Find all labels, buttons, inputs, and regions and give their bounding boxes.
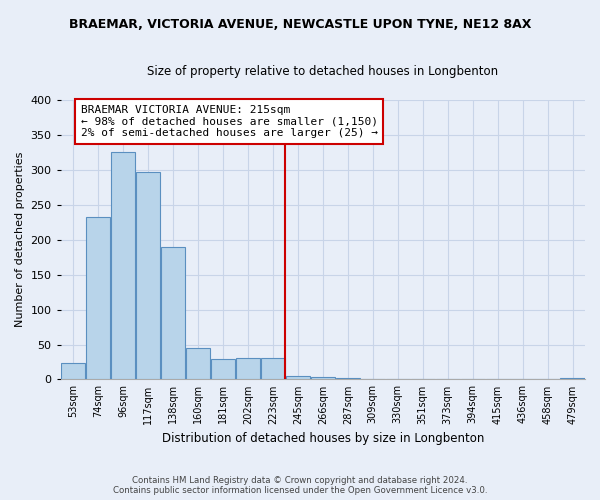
- Bar: [560, 378, 584, 380]
- Bar: [211, 359, 235, 380]
- Bar: [461, 378, 485, 380]
- X-axis label: Distribution of detached houses by size in Longbenton: Distribution of detached houses by size …: [161, 432, 484, 445]
- Text: BRAEMAR VICTORIA AVENUE: 215sqm
← 98% of detached houses are smaller (1,150)
2% : BRAEMAR VICTORIA AVENUE: 215sqm ← 98% of…: [80, 105, 377, 138]
- Bar: [61, 364, 85, 380]
- Bar: [111, 152, 135, 380]
- Bar: [361, 378, 385, 380]
- Bar: [186, 348, 210, 380]
- Title: Size of property relative to detached houses in Longbenton: Size of property relative to detached ho…: [147, 65, 499, 78]
- Bar: [86, 218, 110, 380]
- Bar: [311, 378, 335, 380]
- Bar: [261, 358, 285, 380]
- Bar: [136, 172, 160, 380]
- Bar: [286, 376, 310, 380]
- Text: Contains HM Land Registry data © Crown copyright and database right 2024.
Contai: Contains HM Land Registry data © Crown c…: [113, 476, 487, 495]
- Text: BRAEMAR, VICTORIA AVENUE, NEWCASTLE UPON TYNE, NE12 8AX: BRAEMAR, VICTORIA AVENUE, NEWCASTLE UPON…: [69, 18, 531, 30]
- Bar: [161, 246, 185, 380]
- Bar: [336, 378, 360, 380]
- Y-axis label: Number of detached properties: Number of detached properties: [15, 152, 25, 328]
- Bar: [236, 358, 260, 380]
